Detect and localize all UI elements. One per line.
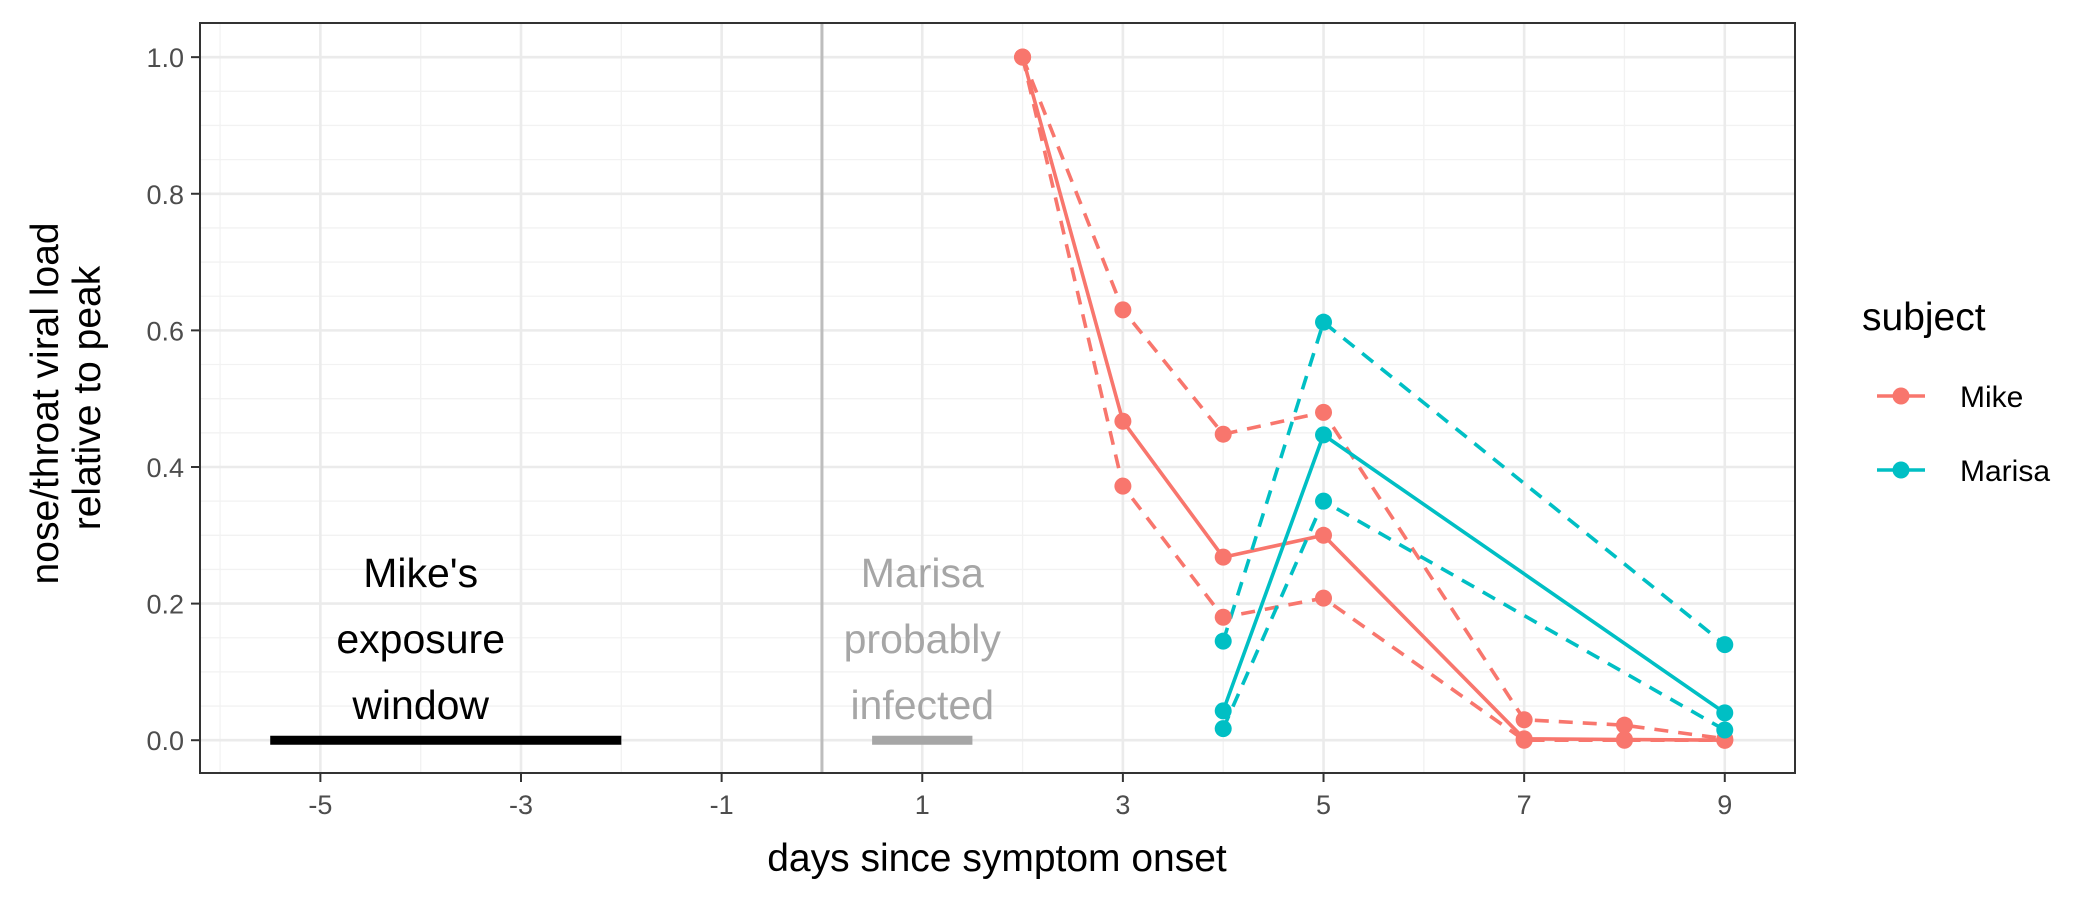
y-axis-title-line-2: relative to peak	[66, 265, 109, 530]
x-axis-title: days since symptom onset	[767, 837, 1227, 880]
data-point	[1214, 548, 1232, 566]
annotation-label: Mike's exposure window	[336, 550, 505, 728]
annotation-line: window	[351, 682, 489, 728]
data-point	[1214, 425, 1232, 443]
y-tick-label: 0.6	[146, 316, 184, 346]
data-point	[1716, 721, 1734, 739]
y-tick-label: 1.0	[146, 43, 184, 73]
y-tick-label: 0.0	[146, 726, 184, 756]
x-tick-label: 7	[1517, 790, 1532, 820]
plot-panel-border	[199, 22, 1796, 774]
legend-key-point	[1892, 461, 1910, 479]
y-tick-label: 0.2	[146, 590, 184, 620]
data-point	[1214, 632, 1232, 650]
y-tick-label: 0.4	[146, 453, 184, 483]
x-tick-label: 9	[1717, 790, 1732, 820]
plot-panel-background	[200, 23, 1795, 773]
data-point	[1515, 711, 1533, 729]
x-tick-label: -5	[308, 790, 332, 820]
x-tick-label: 3	[1115, 790, 1130, 820]
x-tick-label: 5	[1316, 790, 1331, 820]
x-tick-label: -3	[509, 790, 533, 820]
annotation-line: Marisa	[861, 550, 984, 596]
data-point	[1014, 48, 1032, 66]
annotation-text: Mike's exposure window Marisa probably infect…	[336, 550, 1001, 728]
legend-title: subject	[1862, 296, 1986, 339]
data-point	[1214, 720, 1232, 738]
data-point	[1315, 526, 1333, 544]
data-point	[1315, 492, 1333, 510]
y-axis-title: nose/throat viral load relative to peak	[24, 212, 109, 585]
legend-label: Marisa	[1960, 455, 2050, 488]
data-point	[1315, 403, 1333, 421]
x-axis: -5 -3 -1 1 3 5 7 9	[308, 773, 1732, 820]
data-point	[1214, 702, 1232, 720]
y-tick-label: 0.8	[146, 180, 184, 210]
data-point	[1716, 636, 1734, 654]
y-axis: 0.0 0.2 0.4 0.6 0.8 1.0	[146, 43, 200, 756]
legend: subject Mike Marisa	[1862, 296, 2050, 488]
x-tick-label: 1	[915, 790, 930, 820]
data-point	[1214, 608, 1232, 626]
x-tick-label: -1	[710, 790, 734, 820]
data-point	[1114, 412, 1132, 430]
data-point	[1315, 426, 1333, 444]
legend-key-point	[1892, 387, 1910, 405]
data-point	[1114, 477, 1132, 495]
legend-label: Mike	[1960, 381, 2023, 414]
annotation-line: infected	[850, 682, 994, 728]
series-points	[1014, 48, 1734, 749]
annotation-line: Mike's	[363, 550, 478, 596]
data-point	[1615, 731, 1633, 749]
grid-major	[200, 23, 1795, 773]
annotation-line: probably	[844, 616, 1002, 662]
data-point	[1615, 716, 1633, 734]
series-line	[1221, 320, 1726, 647]
data-point	[1716, 704, 1734, 722]
data-point	[1515, 731, 1533, 749]
data-point	[1315, 589, 1333, 607]
annotation-label: Marisa probably infected	[844, 550, 1002, 728]
annotation-line: exposure	[336, 616, 505, 662]
data-point	[1114, 301, 1132, 319]
data-point	[1315, 313, 1333, 331]
y-axis-title-line-1: nose/throat viral load	[24, 222, 67, 584]
